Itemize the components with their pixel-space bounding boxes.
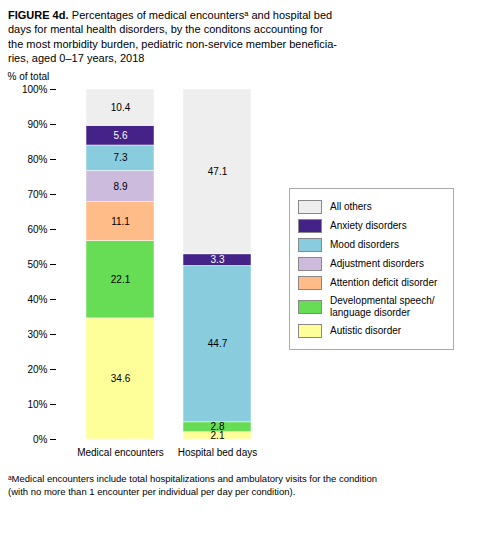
svg-text:Hospital bed days: Hospital bed days [178,447,258,458]
svg-text:0%: 0% [33,434,48,445]
svg-text:80%: 80% [27,154,47,165]
svg-text:30%: 30% [27,329,47,340]
svg-text:90%: 90% [27,119,47,130]
html-text:All others: All others [330,201,372,213]
svg-text:7.3: 7.3 [114,153,128,164]
svg-text:50%: 50% [27,259,47,270]
svg-text:% of total: % of total [8,71,50,82]
svg-text:40%: 40% [27,294,47,305]
svg-text:2.8: 2.8 [211,422,225,433]
svg-text:47.1: 47.1 [208,166,228,177]
html-text:Developmental speech/ language: Developmental speech/ language disorder [330,295,435,319]
svg-text:44.7: 44.7 [208,339,228,350]
svg-text:Medical encounters: Medical encounters [77,447,164,458]
svg-text:60%: 60% [27,224,47,235]
html-text:Attention deficit disorder: Attention deficit disorder [330,277,438,289]
svg-text:100%: 100% [22,84,48,95]
svg-text:70%: 70% [27,189,47,200]
svg-text:10%: 10% [27,399,47,410]
html-text:Mood disorders: Mood disorders [330,239,399,251]
svg-text:11.1: 11.1 [111,216,130,227]
html-text:ᵃMedical encounters include to: ᵃMedical encounters include total hospit… [8,473,377,497]
svg-text:34.6: 34.6 [111,373,131,384]
svg-text:22.1: 22.1 [111,274,131,285]
svg-text:10.4: 10.4 [111,102,131,113]
svg-text:5.6: 5.6 [114,130,128,141]
html-text:Anxiety disorders: Anxiety disorders [330,220,407,232]
svg-text:3.3: 3.3 [211,255,225,266]
html-text:Autistic disorder: Autistic disorder [330,325,402,337]
svg-text:8.9: 8.9 [114,181,128,192]
html-text:FIGURE 4d. Percentages of medi: FIGURE 4d. Percentages of medical encoun… [8,9,337,64]
svg-text:2.1: 2.1 [210,430,225,442]
html-text:Adjustment disorders: Adjustment disorders [330,258,424,270]
svg-text:20%: 20% [27,364,47,375]
